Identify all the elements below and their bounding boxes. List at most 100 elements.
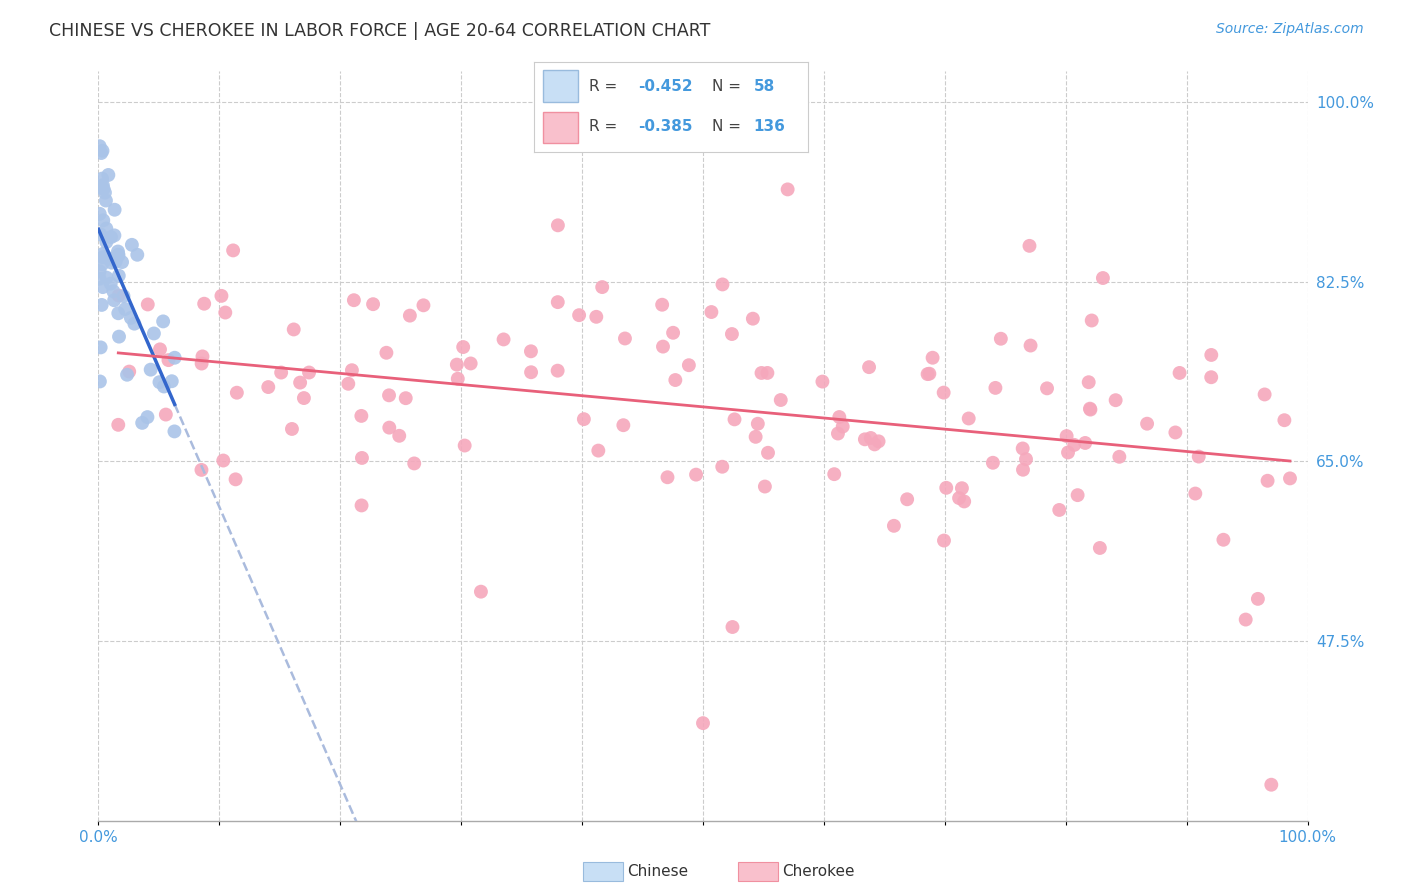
Point — [118, 365, 141, 379]
Point — [990, 332, 1012, 346]
Point — [127, 248, 149, 262]
Point — [104, 254, 127, 268]
Point — [651, 298, 673, 312]
Point — [1011, 442, 1033, 456]
Point — [91, 171, 114, 186]
Point — [470, 584, 492, 599]
Point — [1066, 488, 1088, 502]
Point — [104, 202, 127, 217]
Point — [1036, 381, 1059, 395]
Point — [572, 412, 595, 426]
Point — [1257, 474, 1279, 488]
Point — [190, 357, 212, 371]
Point — [953, 494, 976, 508]
Point — [700, 305, 723, 319]
Point — [288, 376, 311, 390]
Point — [412, 298, 434, 312]
Point — [1056, 429, 1078, 443]
Point — [103, 293, 125, 308]
Point — [756, 446, 779, 460]
Point — [652, 340, 675, 354]
Point — [957, 411, 980, 425]
Point — [212, 453, 235, 467]
Text: Source: ZipAtlas.com: Source: ZipAtlas.com — [1216, 22, 1364, 37]
Point — [107, 306, 129, 320]
Point — [94, 194, 117, 208]
Point — [858, 360, 880, 375]
Point — [747, 417, 769, 431]
Point — [388, 429, 411, 443]
Point — [148, 375, 170, 389]
Point — [853, 433, 876, 447]
Point — [350, 499, 373, 513]
Point — [225, 472, 247, 486]
Point — [756, 366, 779, 380]
Point — [1091, 271, 1114, 285]
Point — [152, 314, 174, 328]
Point — [685, 467, 707, 482]
Point — [298, 366, 321, 380]
Point — [91, 178, 114, 193]
Point — [225, 385, 247, 400]
Point — [984, 381, 1007, 395]
Point — [337, 376, 360, 391]
Point — [103, 285, 125, 299]
Point — [96, 221, 118, 235]
Point — [375, 345, 398, 359]
Text: 136: 136 — [754, 119, 786, 134]
Point — [613, 331, 636, 345]
Point — [107, 244, 129, 259]
Point — [917, 367, 939, 381]
Point — [115, 368, 138, 382]
Text: N =: N = — [713, 119, 747, 134]
Point — [863, 437, 886, 451]
Point — [828, 410, 851, 425]
Point — [191, 350, 214, 364]
Point — [90, 340, 112, 354]
Point — [103, 228, 125, 243]
Point — [1080, 313, 1102, 327]
Text: 58: 58 — [754, 78, 775, 94]
Point — [453, 438, 475, 452]
Point — [343, 293, 366, 308]
Point — [935, 481, 957, 495]
Point — [131, 416, 153, 430]
Point — [292, 391, 315, 405]
Point — [108, 329, 131, 343]
Point — [1136, 417, 1159, 431]
Point — [1077, 375, 1099, 389]
Point — [896, 492, 918, 507]
Point — [120, 310, 142, 325]
Point — [950, 481, 973, 495]
Point — [91, 250, 114, 264]
Point — [1201, 348, 1223, 362]
Point — [157, 353, 180, 368]
Point — [547, 364, 569, 378]
Point — [883, 518, 905, 533]
Point — [142, 326, 165, 341]
Point — [96, 270, 118, 285]
Point — [107, 417, 129, 432]
Point — [827, 426, 849, 441]
Point — [1057, 445, 1080, 459]
Point — [831, 419, 853, 434]
Bar — [543, 112, 578, 143]
Point — [91, 144, 114, 158]
Point — [155, 408, 177, 422]
Point — [107, 268, 129, 283]
Point — [547, 219, 569, 233]
Text: R =: R = — [589, 78, 623, 94]
Point — [948, 491, 970, 505]
Point — [107, 249, 129, 263]
Point — [139, 362, 162, 376]
Point — [281, 422, 304, 436]
Point — [100, 230, 122, 244]
Point — [1108, 450, 1130, 464]
Point — [678, 358, 700, 372]
Point — [711, 277, 734, 292]
Point — [91, 246, 114, 260]
Text: -0.385: -0.385 — [638, 119, 693, 134]
Point — [100, 255, 122, 269]
Point — [1260, 778, 1282, 792]
Point — [1234, 613, 1257, 627]
